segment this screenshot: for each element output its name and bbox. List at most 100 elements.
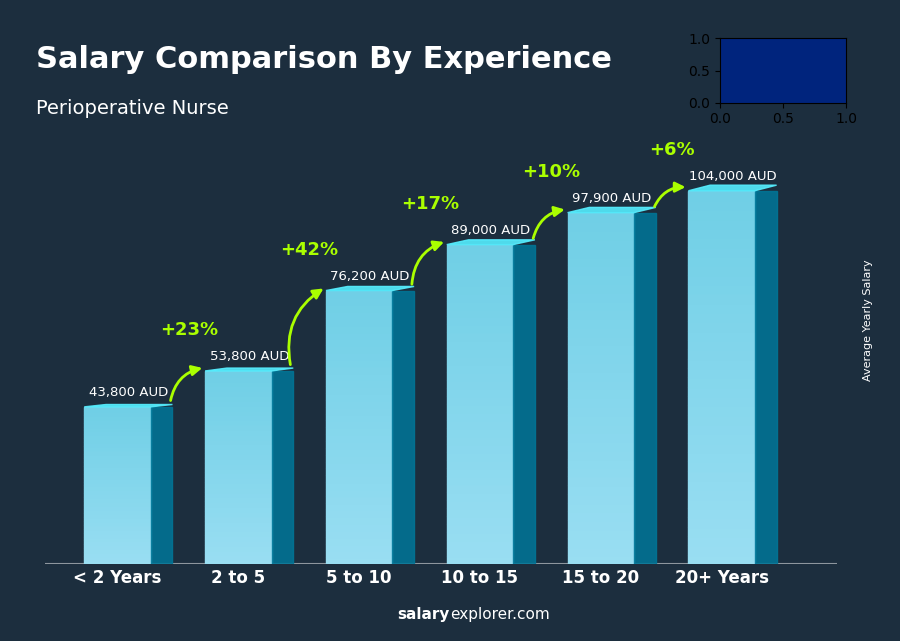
Bar — [446, 396, 513, 404]
Bar — [326, 530, 392, 537]
Bar — [568, 336, 634, 344]
Bar — [688, 210, 755, 219]
Bar — [446, 437, 513, 444]
Bar — [446, 453, 513, 460]
Bar — [205, 453, 272, 458]
Bar — [326, 366, 392, 372]
Bar — [688, 284, 755, 294]
Bar — [568, 292, 634, 301]
Bar — [688, 228, 755, 237]
Bar — [446, 548, 513, 556]
Bar — [446, 388, 513, 396]
Bar — [205, 371, 272, 376]
Bar — [568, 230, 634, 239]
Bar — [326, 345, 392, 352]
Polygon shape — [688, 185, 777, 191]
Bar — [326, 523, 392, 530]
Bar — [568, 274, 634, 283]
Bar — [688, 331, 755, 340]
Bar — [85, 431, 150, 435]
Bar — [85, 501, 150, 505]
Bar — [446, 412, 513, 420]
Bar — [205, 554, 272, 559]
Bar — [85, 521, 150, 525]
Bar — [85, 485, 150, 489]
Bar — [568, 503, 634, 512]
Bar — [326, 551, 392, 557]
Bar — [326, 441, 392, 448]
Bar — [446, 364, 513, 372]
Bar — [205, 472, 272, 477]
Bar — [446, 276, 513, 285]
Bar — [326, 510, 392, 516]
Bar — [688, 312, 755, 321]
Bar — [568, 415, 634, 424]
Polygon shape — [326, 287, 414, 290]
Bar — [205, 400, 272, 404]
Bar — [205, 520, 272, 526]
Bar — [688, 517, 755, 527]
Bar — [446, 460, 513, 468]
Bar — [205, 501, 272, 506]
Bar — [568, 538, 634, 547]
Bar — [446, 372, 513, 380]
Bar — [85, 478, 150, 481]
Bar — [205, 530, 272, 535]
Polygon shape — [392, 290, 414, 564]
Bar — [85, 411, 150, 415]
Bar — [688, 536, 755, 545]
Bar — [688, 527, 755, 536]
Bar — [446, 476, 513, 484]
Bar — [688, 349, 755, 359]
Bar — [688, 359, 755, 368]
Bar — [85, 537, 150, 540]
Text: +17%: +17% — [401, 195, 460, 213]
Bar — [446, 261, 513, 269]
Bar — [85, 458, 150, 462]
Bar — [85, 474, 150, 478]
Text: 43,800 AUD: 43,800 AUD — [89, 386, 168, 399]
Bar — [446, 532, 513, 540]
Bar — [85, 422, 150, 426]
Text: 97,900 AUD: 97,900 AUD — [572, 192, 652, 204]
Bar — [85, 544, 150, 548]
Bar — [568, 406, 634, 415]
Bar — [446, 253, 513, 261]
Bar — [688, 247, 755, 256]
Bar — [85, 560, 150, 564]
Bar — [568, 441, 634, 450]
Text: Average Yearly Salary: Average Yearly Salary — [863, 260, 873, 381]
Bar — [85, 494, 150, 497]
Bar — [446, 349, 513, 356]
Bar — [326, 331, 392, 338]
Bar — [326, 469, 392, 475]
Bar — [85, 446, 150, 450]
Polygon shape — [205, 368, 293, 371]
Bar — [326, 359, 392, 366]
Bar — [326, 462, 392, 469]
Polygon shape — [755, 191, 777, 564]
Polygon shape — [85, 404, 173, 407]
Bar — [688, 424, 755, 433]
Bar — [85, 407, 150, 411]
Text: salary: salary — [398, 607, 450, 622]
Bar — [326, 325, 392, 331]
Bar — [568, 353, 634, 362]
Bar — [326, 434, 392, 441]
Bar — [568, 459, 634, 467]
Bar — [568, 301, 634, 310]
Bar — [568, 529, 634, 538]
Bar — [85, 438, 150, 442]
Bar — [85, 517, 150, 521]
Bar — [85, 442, 150, 446]
Bar — [205, 487, 272, 492]
Bar — [85, 454, 150, 458]
Bar — [205, 429, 272, 434]
Bar — [326, 407, 392, 413]
Bar — [205, 376, 272, 381]
Bar — [326, 352, 392, 359]
Bar — [326, 475, 392, 482]
Bar — [568, 221, 634, 230]
Bar — [688, 378, 755, 387]
Bar — [85, 415, 150, 419]
